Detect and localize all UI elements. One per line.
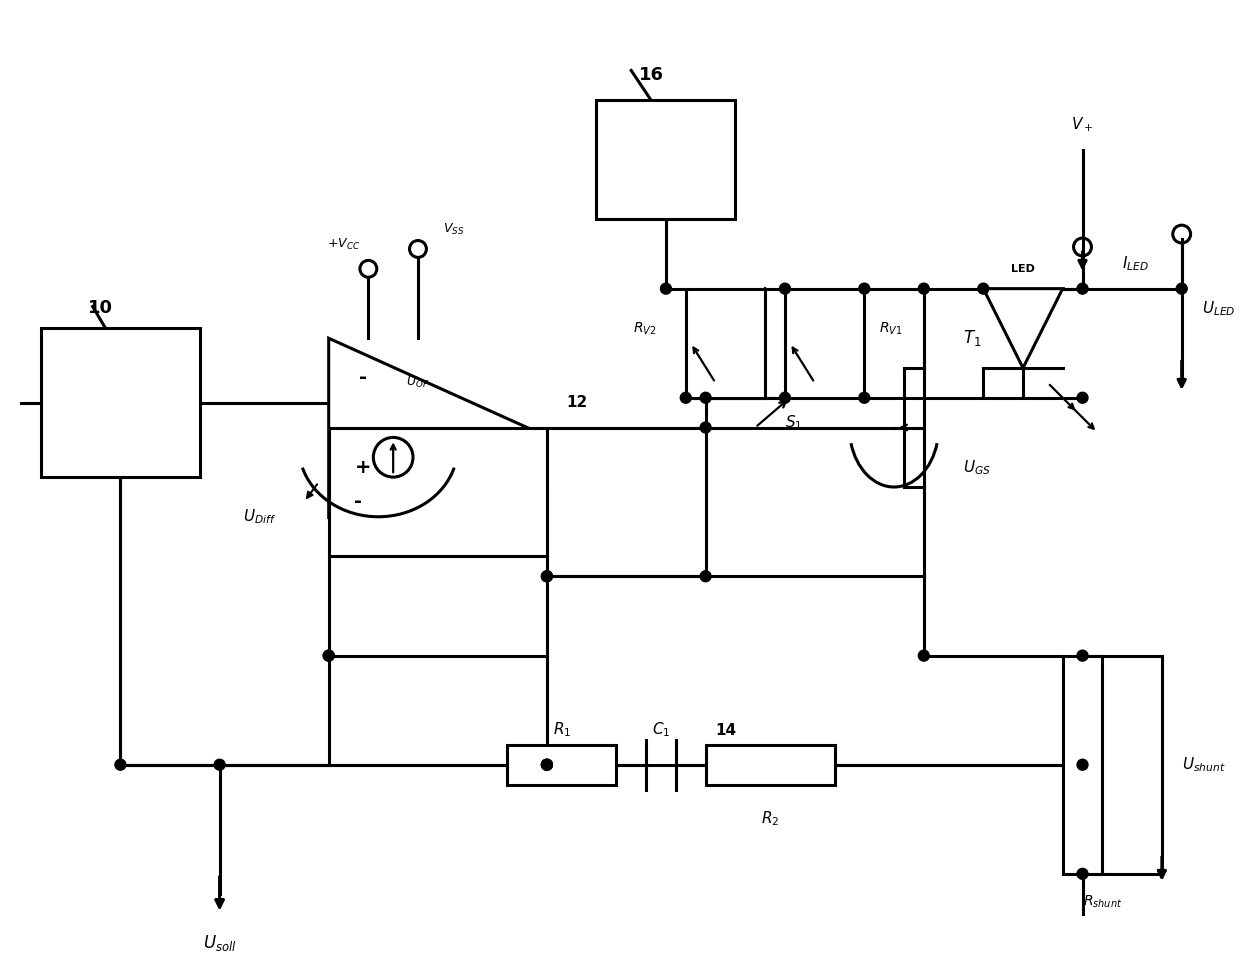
Text: +: +	[355, 457, 372, 477]
Circle shape	[701, 393, 711, 404]
Circle shape	[1078, 393, 1087, 404]
Text: $R_{V1}$: $R_{V1}$	[879, 320, 903, 336]
Circle shape	[324, 650, 334, 661]
Circle shape	[978, 283, 988, 294]
Circle shape	[1078, 869, 1087, 879]
Text: 12: 12	[567, 396, 588, 410]
Text: LED: LED	[1011, 264, 1035, 274]
Circle shape	[324, 650, 334, 661]
Bar	[507, 744, 616, 785]
Text: $R_{V2}$: $R_{V2}$	[632, 320, 656, 336]
Circle shape	[859, 283, 869, 294]
Circle shape	[701, 571, 711, 581]
Circle shape	[542, 759, 552, 770]
Text: $C_1$: $C_1$	[652, 721, 670, 740]
Circle shape	[542, 571, 552, 581]
Text: $V_{SS}$: $V_{SS}$	[443, 222, 464, 236]
Text: $U_{soll}$: $U_{soll}$	[202, 933, 237, 954]
Text: $I_{LED}$: $I_{LED}$	[1122, 254, 1149, 274]
Circle shape	[919, 650, 929, 661]
Text: $R_2$: $R_2$	[761, 809, 779, 828]
Text: $T_1$: $T_1$	[963, 328, 982, 348]
Text: $U_{shunt}$: $U_{shunt}$	[1182, 755, 1225, 774]
Text: 14: 14	[715, 723, 737, 738]
Circle shape	[542, 759, 552, 770]
Circle shape	[681, 393, 691, 404]
Bar	[1063, 656, 1102, 873]
Bar	[596, 101, 735, 219]
Circle shape	[859, 393, 869, 404]
Text: $U_{Diff}$: $U_{Diff}$	[243, 507, 275, 527]
Text: $U_{OF}$: $U_{OF}$	[407, 375, 429, 391]
Circle shape	[1078, 283, 1087, 294]
Text: $R_{shunt}$: $R_{shunt}$	[1083, 894, 1122, 910]
Text: $+V_{CC}$: $+V_{CC}$	[327, 236, 360, 251]
Text: $S_1$: $S_1$	[785, 413, 802, 432]
Bar	[41, 328, 200, 477]
Bar	[785, 288, 864, 398]
Circle shape	[701, 422, 711, 433]
Text: $U_{LED}$: $U_{LED}$	[1202, 299, 1235, 318]
Text: $U_{GS}$: $U_{GS}$	[963, 458, 991, 477]
Text: -: -	[355, 492, 362, 511]
Text: $R_1$: $R_1$	[553, 721, 570, 740]
Circle shape	[919, 283, 929, 294]
Circle shape	[1177, 283, 1187, 294]
Polygon shape	[329, 338, 527, 517]
Circle shape	[1078, 650, 1087, 661]
Bar	[329, 428, 547, 557]
Circle shape	[542, 759, 552, 770]
Bar	[706, 744, 835, 785]
Polygon shape	[983, 288, 1063, 368]
Circle shape	[215, 759, 224, 770]
Text: -: -	[360, 368, 367, 388]
Circle shape	[115, 759, 126, 770]
Text: $V_+$: $V_+$	[1071, 115, 1094, 134]
Text: 16: 16	[639, 66, 663, 84]
Circle shape	[661, 283, 671, 294]
Circle shape	[1078, 759, 1087, 770]
Bar	[686, 288, 765, 398]
Circle shape	[542, 571, 552, 581]
Circle shape	[780, 393, 790, 404]
Circle shape	[780, 283, 790, 294]
Text: 10: 10	[88, 300, 113, 318]
